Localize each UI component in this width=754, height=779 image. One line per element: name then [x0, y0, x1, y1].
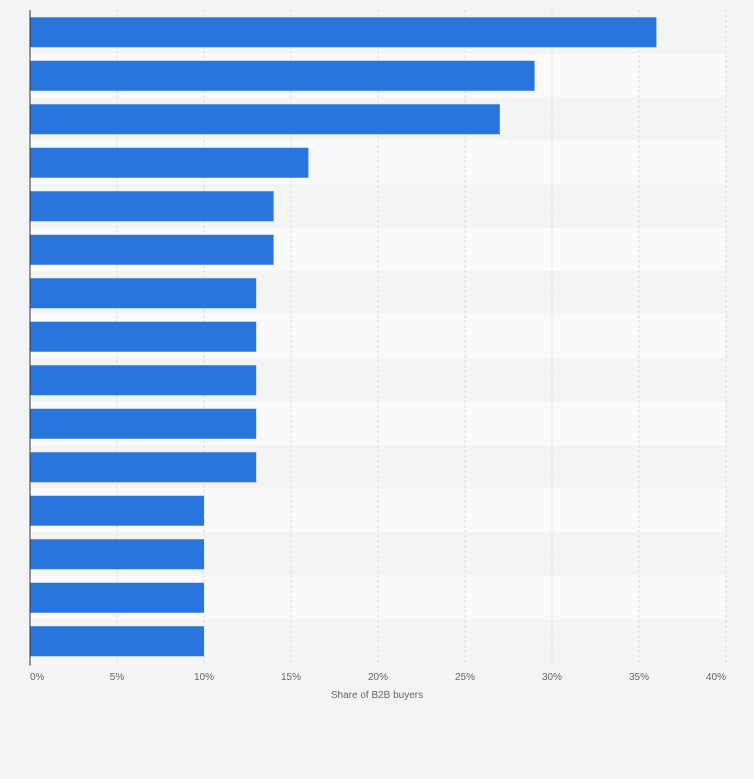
x-axis-title: Share of B2B buyers: [331, 690, 423, 701]
bar-15[interactable]: [30, 626, 204, 657]
bar-4[interactable]: [30, 147, 309, 178]
x-tick-label: 35%: [629, 672, 649, 683]
bars: [30, 17, 657, 657]
bar-10[interactable]: [30, 408, 257, 439]
bar-9[interactable]: [30, 365, 257, 396]
bar-12[interactable]: [30, 495, 204, 526]
bar-3[interactable]: [30, 104, 500, 135]
bar-8[interactable]: [30, 321, 257, 352]
bar-6[interactable]: [30, 234, 274, 265]
x-tick-label: 5%: [110, 672, 125, 683]
bar-13[interactable]: [30, 539, 204, 570]
x-tick-label: 30%: [542, 672, 562, 683]
bar-2[interactable]: [30, 60, 535, 91]
x-tick-label: 20%: [368, 672, 388, 683]
x-tick-label: 40%: [706, 672, 726, 683]
x-tick-label: 10%: [194, 672, 214, 683]
bar-1[interactable]: [30, 17, 657, 48]
x-tick-label: 25%: [455, 672, 475, 683]
x-tick-labels: 0% 5% 10% 15% 20% 25% 30% 35% 40%: [30, 672, 726, 683]
bar-11[interactable]: [30, 452, 257, 483]
bar-5[interactable]: [30, 191, 274, 222]
x-tick-label: 0%: [30, 672, 45, 683]
bar-7[interactable]: [30, 278, 257, 309]
x-tick-label: 15%: [281, 672, 301, 683]
bar-14[interactable]: [30, 582, 204, 613]
